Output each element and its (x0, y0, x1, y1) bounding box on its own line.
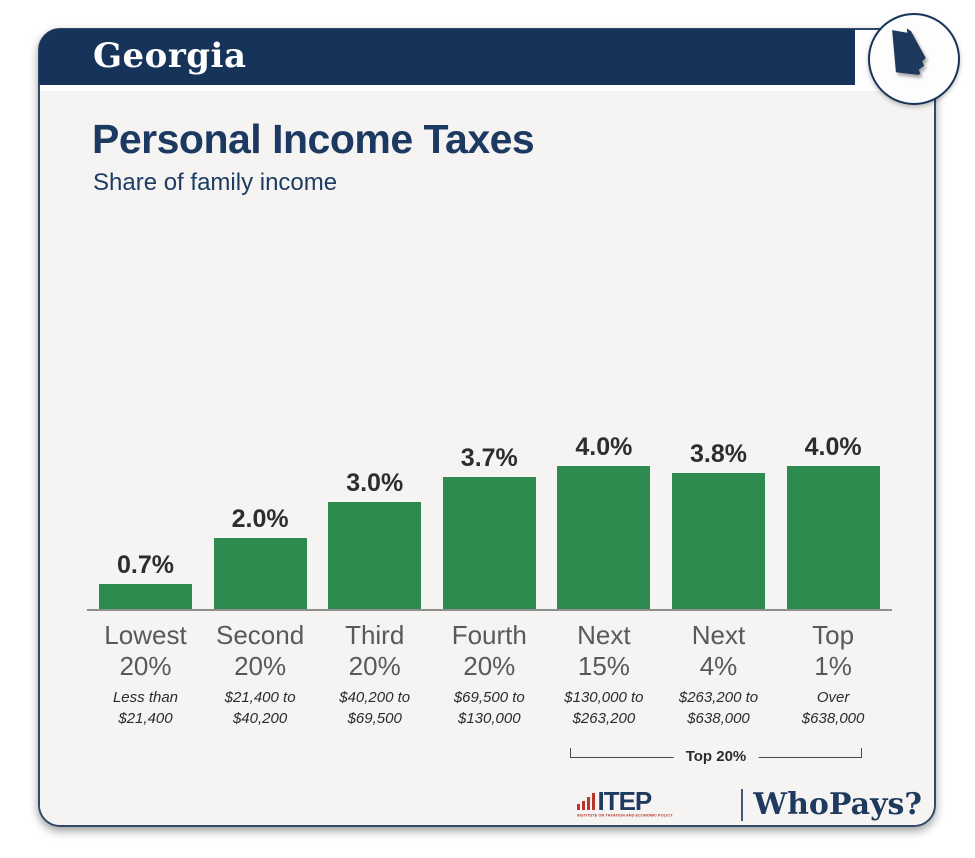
bar-chart: 0.7% Lowest 20% Less than $21,400 2.0% Second 2… (40, 30, 934, 825)
bar (99, 583, 192, 609)
bar (328, 501, 422, 609)
page-title: Personal Income Taxes (92, 116, 535, 162)
bar (672, 473, 765, 609)
itep-full-name: INSTITUTE ON TAXATION AND ECONOMIC POLIC… (576, 814, 673, 818)
income-range-line: Over (816, 689, 850, 706)
income-range-line: $21,400 (118, 710, 173, 727)
bar-value-label: 2.0% (231, 504, 289, 533)
category-label: Fourth 20% (419, 620, 559, 682)
bar (442, 476, 536, 609)
income-range-label: Over $638,000 (763, 687, 903, 729)
category-label-line: Next (691, 620, 746, 650)
category-label-line: Second (216, 620, 305, 650)
state-badge (868, 13, 960, 105)
bar (557, 466, 651, 609)
bar (786, 466, 880, 609)
income-range-line: $40,200 (232, 710, 288, 727)
category-label-line: Top (812, 620, 855, 650)
category-label: Next 15% (534, 620, 674, 682)
income-range-label: $69,500 to $130,000 (419, 687, 559, 729)
income-range-line: $638,000 (687, 710, 750, 727)
category-label-line: Lowest (104, 620, 187, 650)
top20-bracket: Top 20% (569, 747, 863, 766)
income-range-line: $21,400 to (224, 689, 296, 706)
whopays-logo: WhoPays? (753, 787, 922, 822)
itep-logo: ITEP INSTITUTE ON TAXATION AND ECONOMIC … (576, 786, 731, 820)
bar (213, 537, 307, 609)
income-range-label: $263,200 to $638,000 (649, 687, 789, 729)
income-range-line: $69,500 to (453, 689, 525, 706)
income-range-label: $130,000 to $263,200 (534, 687, 674, 729)
itep-barchart-icon (576, 793, 596, 810)
category-label-line: 20% (348, 651, 401, 681)
x-axis-line (87, 609, 892, 611)
header-band: Georgia (39, 29, 855, 85)
income-range-line: $130,000 (458, 710, 521, 727)
category-label: Second 20% (190, 620, 330, 682)
bar-value-label: 4.0% (575, 433, 633, 461)
category-label: Third 20% (305, 620, 445, 682)
category-label: Top 1% (763, 620, 903, 682)
category-label-line: Third (345, 620, 405, 650)
category-label-line: 20% (119, 651, 172, 681)
income-range-label: $21,400 to $40,200 (190, 687, 330, 729)
top20-bracket-label: Top 20% (673, 747, 759, 766)
page-subtitle: Share of family income (93, 169, 338, 196)
bar-value-label: 4.0% (804, 433, 862, 461)
income-range-line: $263,200 (572, 710, 636, 727)
card-body (40, 91, 934, 825)
logo-divider (741, 788, 744, 821)
footer-logos: ITEP INSTITUTE ON TAXATION AND ECONOMIC … (576, 786, 922, 822)
category-label-line: 1% (814, 651, 852, 681)
state-report-card: Georgia Personal Income Taxes Share of f… (38, 13, 960, 827)
category-label-line: 4% (699, 651, 738, 681)
category-label-line: 20% (234, 651, 287, 681)
georgia-state-icon (892, 28, 927, 76)
income-range-line: Less than (112, 689, 179, 706)
income-range-label: $40,200 to $69,500 (305, 687, 445, 729)
category-label-line: Fourth (451, 620, 527, 650)
income-range-line: $130,000 to (564, 689, 644, 706)
income-range-line: $263,200 to (678, 689, 759, 706)
category-label-line: Next (577, 620, 631, 650)
category-label-line: 20% (463, 651, 516, 681)
category-label-line: 15% (577, 651, 630, 681)
bar-value-label: 3.8% (690, 440, 747, 469)
income-range-line: $69,500 (347, 710, 402, 727)
income-range-label: Less than $21,400 (76, 687, 216, 729)
category-label: Next 4% (649, 620, 789, 682)
category-label: Lowest 20% (76, 620, 216, 682)
bar-value-label: 3.7% (460, 443, 518, 472)
income-range-line: $638,000 (801, 710, 865, 727)
itep-acronym: ITEP (597, 786, 652, 816)
bar-value-label: 0.7% (117, 550, 174, 579)
state-name: Georgia (93, 36, 247, 76)
income-range-line: $40,200 to (339, 689, 411, 706)
bar-value-label: 3.0% (346, 468, 404, 497)
